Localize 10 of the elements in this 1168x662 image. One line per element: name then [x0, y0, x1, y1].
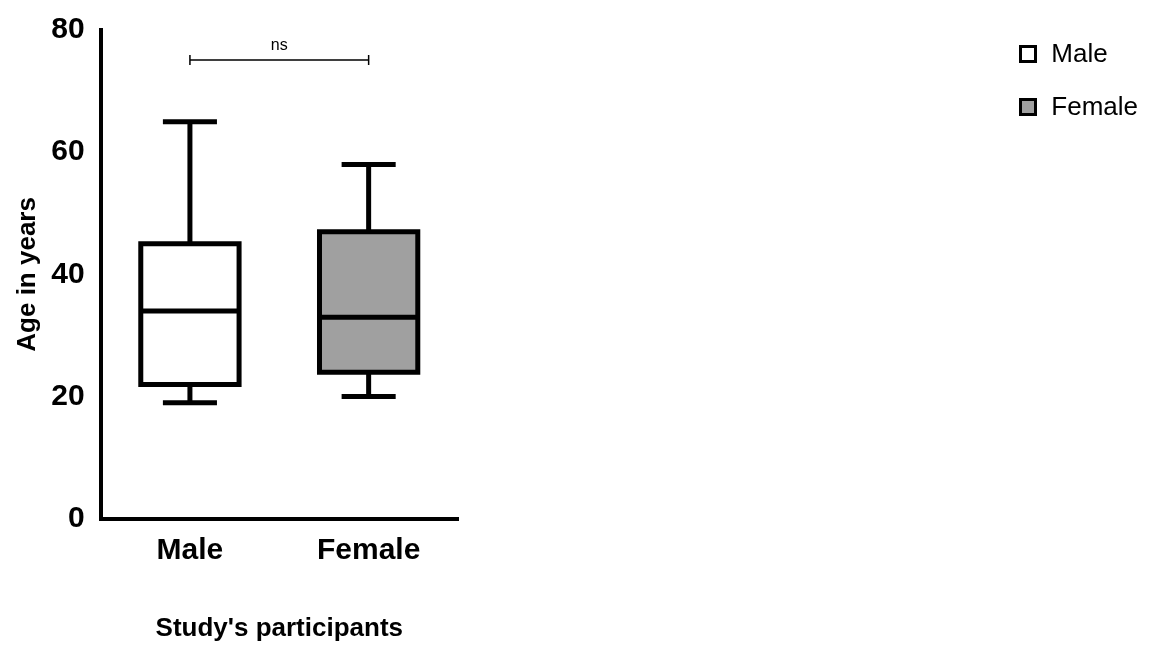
y-tick-label: 80 — [51, 11, 85, 45]
y-tick-label: 60 — [51, 133, 85, 167]
text: Male — [1051, 38, 1108, 69]
y-tick-label: 20 — [51, 377, 85, 411]
x-axis-title: Study's participants — [155, 611, 404, 642]
annotation: ns — [270, 36, 288, 54]
y-tick-label: 40 — [51, 255, 85, 289]
legend-label: Female — [1051, 91, 1138, 122]
y-axis-title: Age in years — [10, 197, 41, 352]
y-tick-label: 0 — [67, 500, 85, 534]
